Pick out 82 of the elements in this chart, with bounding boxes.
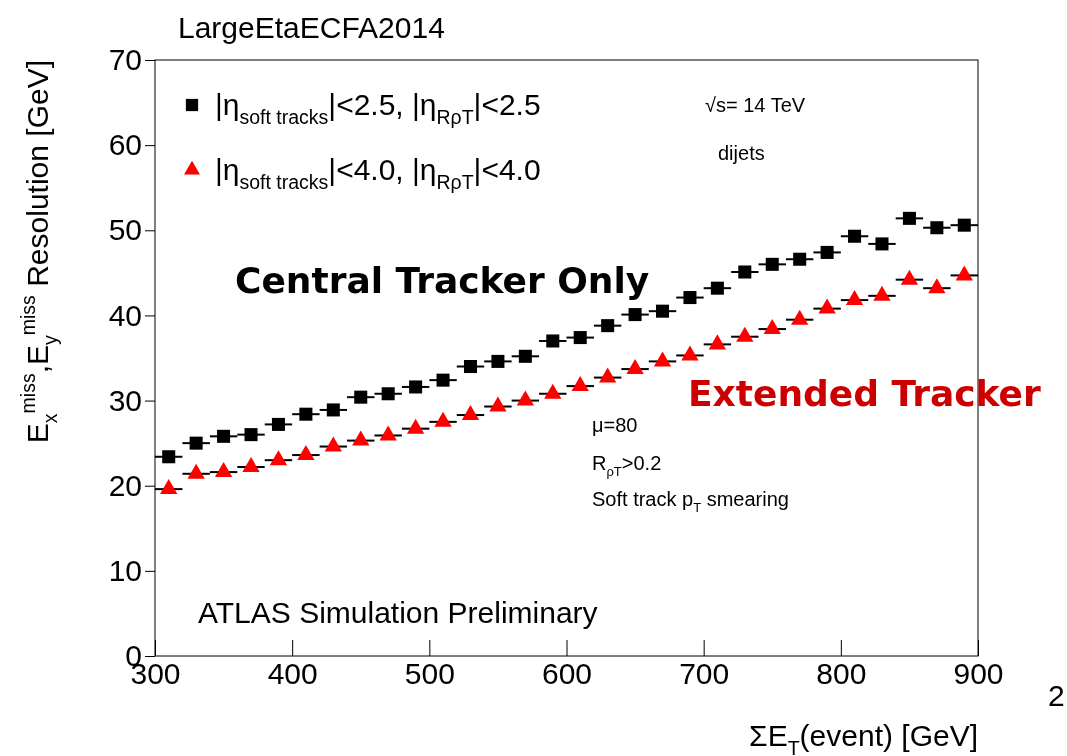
y-tick-label: 50 xyxy=(108,213,142,247)
point xyxy=(791,309,809,325)
annotation: ATLAS Simulation Preliminary xyxy=(198,596,598,629)
point xyxy=(708,334,727,350)
point xyxy=(489,396,507,412)
point xyxy=(214,462,233,478)
point xyxy=(628,308,642,322)
point xyxy=(434,411,452,427)
x-tick-label: 900 xyxy=(953,656,1004,690)
point xyxy=(573,331,587,345)
point xyxy=(571,376,589,392)
y-tick-label: 10 xyxy=(108,553,142,587)
point xyxy=(352,430,370,446)
point xyxy=(160,479,178,495)
point xyxy=(653,351,672,367)
point xyxy=(544,383,562,399)
point xyxy=(461,405,480,421)
point xyxy=(848,229,862,243)
point xyxy=(187,463,205,479)
annotation: √s= 14 TeV xyxy=(705,94,806,116)
x-tick-label: 800 xyxy=(816,656,867,690)
annotation: Soft track p$_{T}$ smearing xyxy=(592,488,789,515)
y-tick-label: 20 xyxy=(108,468,142,502)
point xyxy=(955,265,973,281)
point xyxy=(818,298,836,314)
x-tick-label: 400 xyxy=(267,656,318,690)
point xyxy=(379,425,397,441)
x-axis-title: ΣE$_{T}$(event) [GeV] xyxy=(749,719,978,756)
point xyxy=(271,417,285,431)
chart-title: LargeEtaECFA2014 xyxy=(178,11,445,44)
text: 2 xyxy=(1048,679,1065,712)
annotation: Extended Tracker xyxy=(688,373,1041,414)
x-tick-label: 700 xyxy=(679,656,730,690)
point xyxy=(269,450,288,466)
x-tick-label: 500 xyxy=(404,656,455,690)
point xyxy=(189,436,203,450)
x-tick-label: 600 xyxy=(541,656,593,690)
point xyxy=(902,211,916,225)
y-tick-label: 40 xyxy=(108,298,142,332)
point xyxy=(491,354,505,368)
point xyxy=(765,257,779,271)
y-tick-label: 60 xyxy=(108,128,142,162)
point xyxy=(354,390,368,404)
point xyxy=(736,326,754,342)
point xyxy=(710,281,724,295)
annotation: R$_{ρT}$>0.2 xyxy=(592,452,662,479)
point xyxy=(845,290,864,306)
annotation: μ=80 xyxy=(592,414,638,436)
point xyxy=(518,349,532,363)
point xyxy=(297,445,315,461)
point xyxy=(626,359,644,375)
y-tick-label: 30 xyxy=(108,383,142,417)
point xyxy=(381,387,395,401)
point xyxy=(598,367,617,383)
point xyxy=(793,252,807,266)
point xyxy=(683,291,697,305)
point xyxy=(601,319,615,333)
point xyxy=(436,373,450,387)
point xyxy=(516,390,535,406)
point xyxy=(957,218,971,232)
annotation: Central Tracker Only xyxy=(235,260,650,301)
legend-label: |η$_{soft tracks}$|<2.5, |η$_{RρT}$|<2.5 xyxy=(215,88,541,128)
point xyxy=(406,418,425,434)
point xyxy=(763,319,781,335)
point xyxy=(217,429,231,443)
point xyxy=(242,456,260,472)
point xyxy=(409,380,423,394)
y-tick-label: 70 xyxy=(108,43,142,77)
point xyxy=(928,278,946,294)
point xyxy=(820,245,834,259)
point xyxy=(930,221,944,235)
point xyxy=(738,265,752,279)
point xyxy=(656,304,670,318)
point xyxy=(324,436,342,452)
point xyxy=(681,345,699,361)
annotation: dijets xyxy=(718,142,765,164)
point xyxy=(546,334,560,348)
legend-label: |η$_{soft tracks}$|<4.0, |η$_{RρT}$|<4.0 xyxy=(215,153,541,193)
point xyxy=(326,403,340,417)
point xyxy=(463,360,477,374)
point xyxy=(875,237,889,251)
point xyxy=(299,407,313,421)
